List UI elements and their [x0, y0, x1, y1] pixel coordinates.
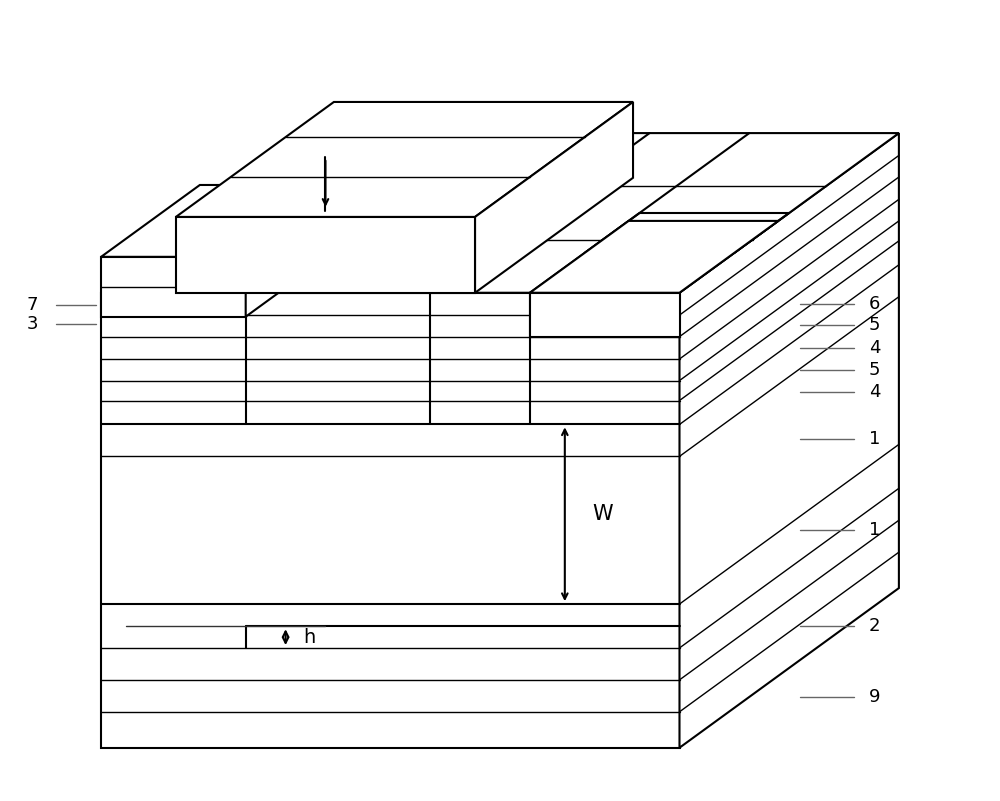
Text: 8: 8 — [320, 130, 331, 147]
Text: 4: 4 — [869, 339, 880, 356]
Polygon shape — [530, 292, 680, 336]
Text: 4: 4 — [869, 383, 880, 400]
Polygon shape — [176, 217, 475, 292]
Text: h: h — [304, 628, 316, 646]
Text: 6: 6 — [869, 295, 880, 313]
Text: 7: 7 — [26, 296, 38, 314]
Polygon shape — [101, 292, 680, 747]
Text: 1: 1 — [869, 430, 880, 448]
Text: 5: 5 — [869, 316, 880, 335]
Text: 9: 9 — [869, 688, 880, 706]
Text: W: W — [593, 505, 613, 524]
Text: 2: 2 — [869, 617, 880, 634]
Polygon shape — [101, 257, 246, 316]
Polygon shape — [101, 133, 899, 292]
Polygon shape — [246, 185, 344, 316]
Polygon shape — [680, 133, 899, 747]
Polygon shape — [475, 102, 633, 292]
Text: 1: 1 — [869, 521, 880, 539]
Polygon shape — [530, 221, 778, 292]
Text: 3: 3 — [26, 315, 38, 333]
Polygon shape — [176, 102, 633, 217]
Text: 5: 5 — [869, 361, 880, 379]
Polygon shape — [101, 185, 344, 257]
